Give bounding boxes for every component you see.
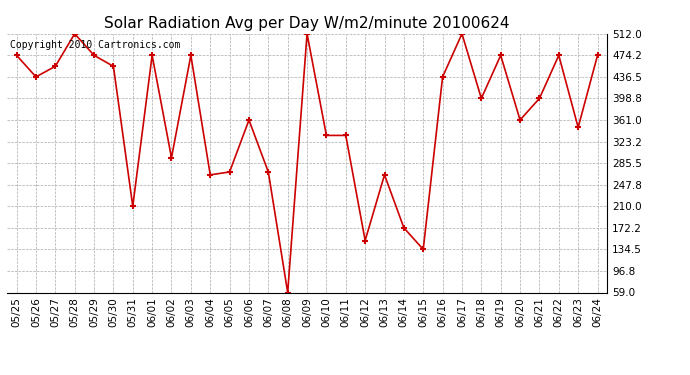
Title: Solar Radiation Avg per Day W/m2/minute 20100624: Solar Radiation Avg per Day W/m2/minute … <box>104 16 510 31</box>
Text: Copyright 2010 Cartronics.com: Copyright 2010 Cartronics.com <box>10 40 180 50</box>
